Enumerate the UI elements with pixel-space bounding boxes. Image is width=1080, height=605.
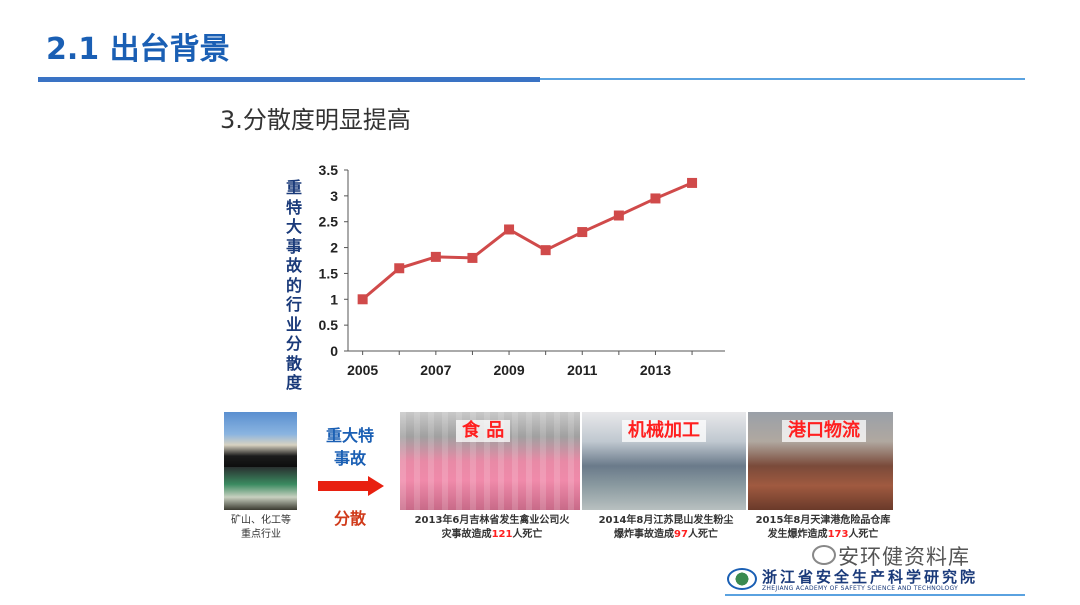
- data-point: [394, 263, 405, 274]
- data-point: [613, 210, 624, 221]
- watermark: 安环健资料库: [838, 545, 970, 569]
- port-tag: 港口物流: [782, 420, 866, 442]
- port-caption-pre: 发生爆炸造成: [767, 529, 828, 540]
- slide-title: 2.1 出台背景: [46, 32, 230, 67]
- title-rule: [38, 77, 540, 82]
- machining-death-count: 97: [674, 529, 688, 540]
- institute-logo-icon: [727, 568, 757, 590]
- machining-caption-post: 人死亡: [687, 529, 718, 540]
- data-point: [650, 193, 661, 204]
- port-death-count: 173: [827, 529, 849, 540]
- machining-caption-pre: 爆炸事故造成: [614, 529, 675, 540]
- port-caption-post: 人死亡: [848, 529, 879, 540]
- x-tick-label: 2005: [347, 362, 378, 378]
- food-caption-line1: 2013年6月吉林省发生禽业公司火: [414, 515, 570, 526]
- port-caption-line2: 发生爆炸造成173人死亡: [748, 528, 898, 542]
- data-point: [577, 227, 588, 238]
- red-arrow-icon: [318, 476, 384, 496]
- port-explosion-photo: 港口物流: [748, 412, 893, 510]
- bottom-rule: [725, 594, 1025, 596]
- data-point: [467, 252, 478, 263]
- mine-caption-text: 矿山、化工等 重点行业: [231, 515, 291, 540]
- data-point: [504, 224, 515, 235]
- slide-subtitle: 3.分散度明显提高: [220, 106, 411, 134]
- series-line: [361, 181, 693, 301]
- machining-caption: 2014年8月江苏昆山发生粉尘 爆炸事故造成97人死亡: [584, 514, 748, 542]
- x-tick-label: 2007: [420, 362, 451, 378]
- machining-tag: 机械加工: [622, 420, 706, 442]
- food-tag: 食 品: [456, 420, 511, 442]
- food-caption-line2: 灾事故造成121人死亡: [402, 528, 582, 542]
- food-caption-pre: 灾事故造成: [441, 529, 492, 540]
- y-tick-label: 1: [330, 291, 338, 307]
- food-caption-post: 人死亡: [512, 529, 543, 540]
- chart-svg: 0 0.5 1 1.5 2 2.5 3 3.5 2005 2007 2009 2011 2013: [319, 162, 725, 378]
- y-tick-label: 2.5: [319, 214, 339, 230]
- y-tick-label: 3.5: [319, 162, 339, 178]
- data-point: [357, 294, 368, 305]
- data-point: [540, 245, 551, 256]
- x-tick-label: 2013: [640, 362, 671, 378]
- y-tick-label: 1.5: [319, 265, 339, 281]
- org-name-cn: 浙江省安全生产科学研究院: [762, 568, 979, 586]
- y-tick-label: 2: [330, 240, 338, 256]
- y-tick-label: 0.5: [319, 317, 339, 333]
- machining-caption-line2: 爆炸事故造成97人死亡: [584, 528, 748, 542]
- y-tick-label: 0: [330, 343, 338, 359]
- mine-photo: [224, 412, 297, 467]
- port-caption-line1: 2015年8月天津港危险品仓库: [755, 515, 891, 526]
- data-point: [687, 177, 698, 188]
- title-rule-thin: [540, 78, 1025, 80]
- chemical-plant-photo: [224, 467, 297, 510]
- port-caption: 2015年8月天津港危险品仓库 发生爆炸造成173人死亡: [748, 514, 898, 542]
- org-name-en: ZHEJIANG ACADEMY OF SAFETY SCIENCE AND T…: [762, 585, 959, 592]
- mine-caption: 矿山、化工等 重点行业: [218, 514, 304, 542]
- food-death-count: 121: [491, 529, 513, 540]
- arrow-bottom-label: 分散: [333, 509, 366, 528]
- chart-ylabel: 重特大事故的行业分散度: [285, 178, 302, 392]
- x-tick-label: 2009: [493, 362, 524, 378]
- machining-caption-line1: 2014年8月江苏昆山发生粉尘: [598, 515, 734, 526]
- machining-factory-photo: 机械加工: [582, 412, 746, 510]
- wechat-icon: [812, 545, 836, 565]
- food-caption: 2013年6月吉林省发生禽业公司火 灾事故造成121人死亡: [402, 514, 582, 542]
- y-tick-label: 3: [330, 188, 338, 204]
- food-factory-photo: 食 品: [400, 412, 580, 510]
- line-chart: 0 0.5 1 1.5 2 2.5 3 3.5 2005 2007 2009 2011 2013: [280, 155, 740, 390]
- data-point: [430, 251, 441, 262]
- x-tick-label: 2011: [567, 362, 598, 378]
- arrow-top-label: 重大特 事故: [325, 426, 374, 468]
